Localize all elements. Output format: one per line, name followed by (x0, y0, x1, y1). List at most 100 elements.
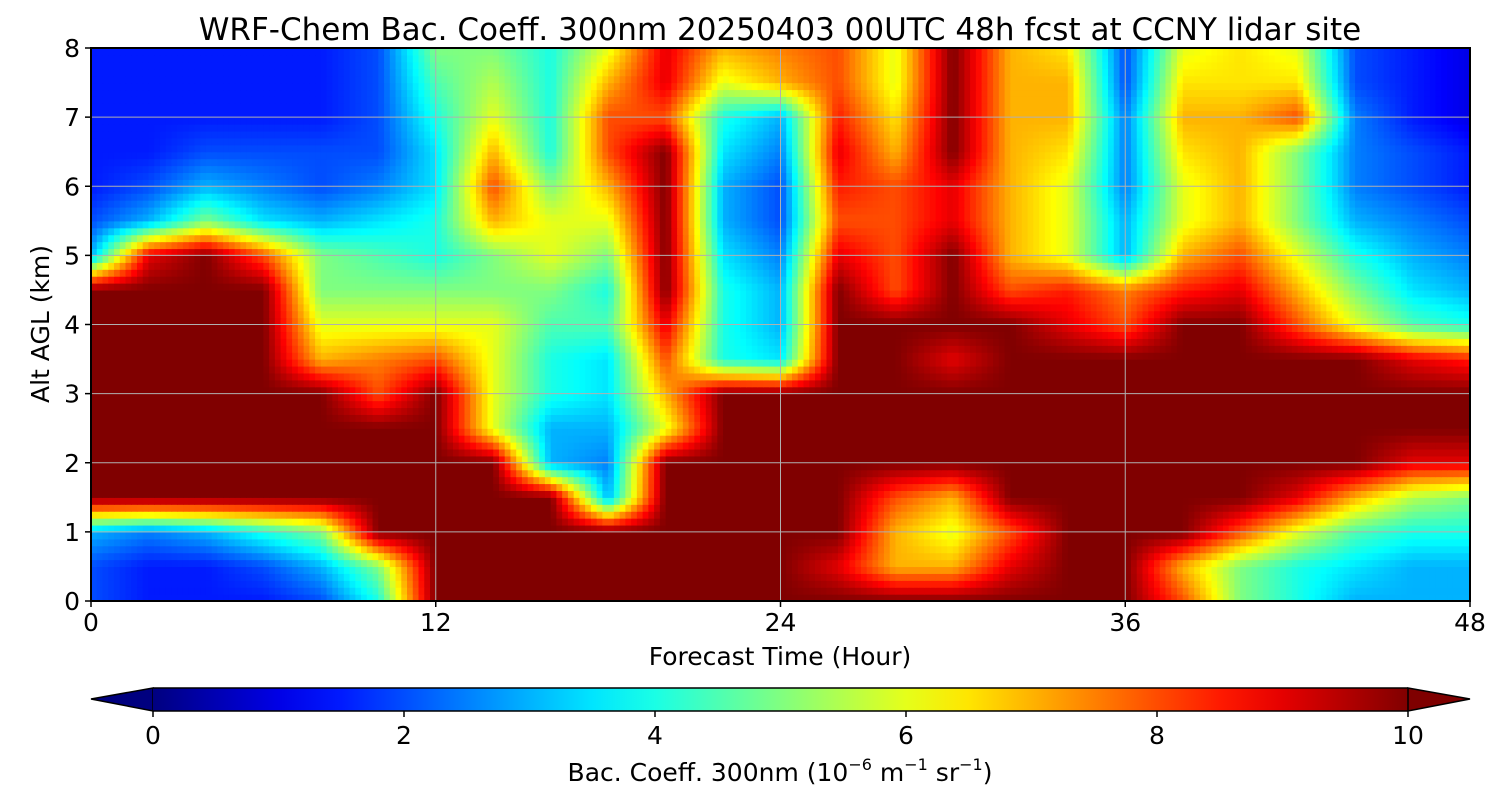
heatmap-cell (142, 462, 150, 471)
heatmap-cell (315, 497, 322, 505)
heatmap-cell (1148, 573, 1155, 581)
heatmap-cell (1251, 531, 1259, 540)
heatmap-cell (533, 538, 540, 547)
heatmap-cell (251, 545, 259, 554)
heatmap-cell (516, 490, 523, 498)
heatmap-cell (981, 469, 988, 478)
heatmap-cell (740, 587, 747, 595)
heatmap-cell (234, 469, 241, 478)
heatmap-cell (1096, 497, 1103, 505)
heatmap-cell (228, 573, 236, 581)
heatmap-cell (407, 559, 414, 568)
heatmap-cell (1383, 552, 1391, 561)
heatmap-cell (786, 490, 793, 498)
heatmap-cell (866, 455, 874, 464)
heatmap-cell (205, 455, 213, 464)
heatmap-cell (573, 566, 580, 574)
heatmap-cell (504, 462, 512, 471)
heatmap-cell (228, 580, 236, 588)
heatmap-cell (464, 545, 471, 554)
heatmap-cell (1458, 504, 1465, 512)
heatmap-cell (1044, 455, 1052, 464)
heatmap-cell (924, 469, 931, 478)
heatmap-cell (987, 504, 994, 512)
heatmap-cell (251, 504, 259, 512)
heatmap-cell (1102, 476, 1109, 485)
heatmap-cell (987, 469, 994, 478)
heatmap-cell (734, 490, 741, 498)
heatmap-cell (550, 455, 558, 464)
heatmap-cell (1360, 587, 1368, 595)
heatmap-cell (240, 511, 247, 519)
heatmap-cell (274, 580, 282, 588)
heatmap-cell (1314, 587, 1322, 595)
heatmap-cell (441, 573, 448, 581)
heatmap-cell (901, 538, 908, 547)
heatmap-cell (159, 524, 167, 533)
heatmap-cell (625, 504, 632, 512)
heatmap-cell (1153, 469, 1161, 478)
heatmap-cell (435, 566, 443, 574)
heatmap-cell (642, 531, 649, 540)
heatmap-cell (1263, 587, 1270, 595)
heatmap-cell (303, 594, 310, 601)
heatmap-cell (809, 490, 816, 498)
heatmap-cell (1021, 552, 1029, 561)
heatmap-cell (521, 566, 529, 574)
heatmap-cell (613, 587, 621, 595)
heatmap-cell (131, 552, 138, 561)
heatmap-cell (91, 594, 98, 601)
heatmap-cell (705, 462, 713, 471)
heatmap-cell (751, 552, 759, 561)
heatmap-cell (993, 504, 1000, 512)
heatmap-cell (1073, 469, 1080, 478)
heatmap-cell (1079, 476, 1086, 485)
heatmap-cell (889, 497, 897, 505)
heatmap-cell (895, 462, 902, 471)
heatmap-cell (1378, 518, 1385, 526)
heatmap-cell (832, 469, 839, 478)
heatmap-cell (1309, 538, 1316, 547)
heatmap-cell (809, 552, 816, 561)
heatmap-cell (544, 587, 552, 595)
heatmap-cell (1176, 559, 1184, 568)
heatmap-cell (504, 469, 512, 478)
heatmap-cell (1383, 483, 1391, 491)
heatmap-cell (246, 552, 253, 561)
heatmap-cell (119, 524, 127, 533)
heatmap-cell (613, 483, 621, 491)
heatmap-cell (435, 497, 443, 505)
heatmap-cell (947, 545, 954, 554)
heatmap-cell (309, 462, 316, 471)
heatmap-cell (1211, 462, 1218, 471)
heatmap-cell (510, 462, 517, 471)
heatmap-cell (320, 490, 328, 498)
heatmap-cell (820, 462, 828, 471)
heatmap-cell (1268, 476, 1276, 485)
heatmap-cell (935, 538, 942, 547)
heatmap-cell (613, 490, 621, 498)
heatmap-cell (1073, 490, 1080, 498)
heatmap-cell (1182, 462, 1190, 471)
heatmap-cell (763, 490, 770, 498)
heatmap-cell (1378, 462, 1385, 471)
heatmap-cell (452, 490, 460, 498)
heatmap-cell (309, 545, 316, 554)
heatmap-cell (734, 497, 741, 505)
heatmap-cell (286, 538, 293, 547)
heatmap-cell (705, 594, 713, 601)
heatmap-cell (148, 497, 155, 505)
heatmap-cell (493, 476, 500, 485)
heatmap-cell (671, 511, 678, 519)
heatmap-cell (211, 462, 219, 471)
heatmap-cell (550, 531, 558, 540)
heatmap-cell (1332, 518, 1339, 526)
heatmap-cell (665, 580, 672, 588)
heatmap-cell (625, 594, 632, 601)
heatmap-cell (769, 497, 776, 505)
heatmap-cell (1435, 594, 1442, 601)
heatmap-cell (901, 469, 908, 478)
heatmap-cell (211, 580, 219, 588)
heatmap-cell (1245, 594, 1253, 601)
heatmap-cell (1234, 573, 1241, 581)
